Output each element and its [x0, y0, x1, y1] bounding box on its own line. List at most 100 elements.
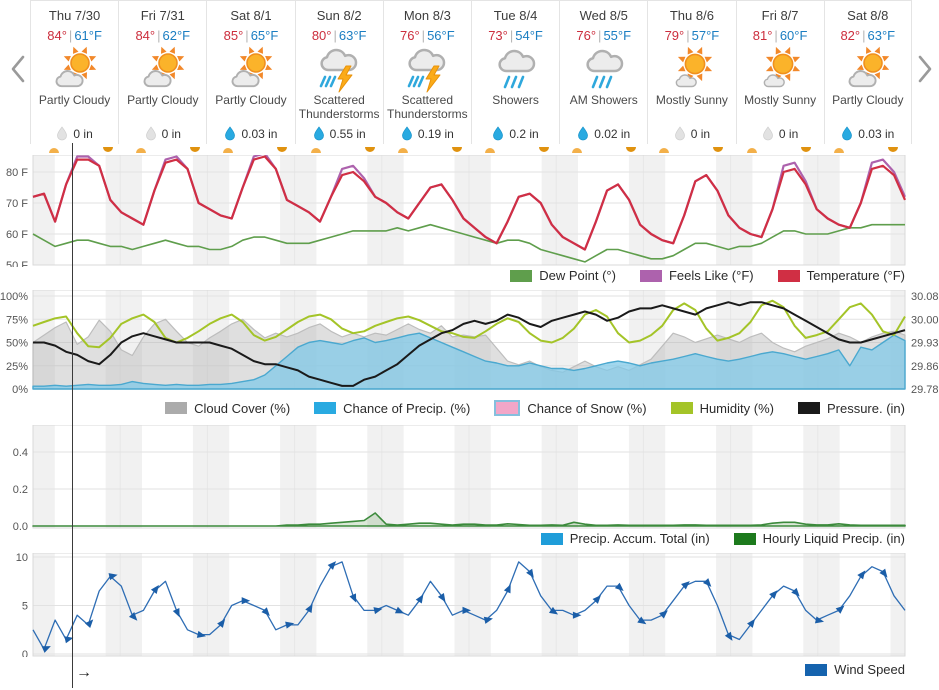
wet-droplet-icon: [225, 126, 236, 141]
wet-droplet-icon: [313, 126, 324, 141]
day-column-fri-7-31[interactable]: Fri 7/31 84° | 62°F Partly Cloudy 0 in: [118, 1, 206, 144]
legend-label: Cloud Cover (%): [194, 400, 291, 416]
night-band: [192, 425, 230, 528]
wind-direction-arrow-icon: [261, 607, 270, 616]
legend-item-dew-point[interactable]: Dew Point (°): [510, 268, 616, 283]
wind-direction-arrow-icon: [503, 584, 511, 594]
day-column-wed-8-5[interactable]: Wed 8/5 76° | 55°F AM Showers 0.02 in: [559, 1, 647, 144]
day-column-thu-8-6[interactable]: Thu 8/6 79° | 57°F Mostly Sunny 0 in: [647, 1, 735, 144]
y-axis-tick: 80 F: [6, 167, 28, 179]
precip-amount: 0 in: [648, 126, 735, 141]
night-band: [716, 553, 753, 656]
legend-label: Precip. Accum. Total (in): [569, 531, 710, 546]
legend-item-humidity[interactable]: Humidity (%): [670, 401, 774, 416]
day-column-sat-8-8[interactable]: Sat 8/8 82° | 63°F Partly Cloudy 0.03 in: [823, 1, 912, 144]
precip-amount: 0.03 in: [207, 126, 294, 141]
high-temp: 76°: [400, 28, 420, 43]
legend-swatch: [777, 269, 800, 282]
y-axis-tick: 75%: [6, 314, 28, 326]
legend-item-pressure-in[interactable]: Pressure. (in): [797, 401, 905, 416]
legend-label: Hourly Liquid Precip. (in): [762, 531, 905, 546]
next-days-button[interactable]: [914, 52, 936, 86]
wind-direction-arrow-icon: [747, 618, 756, 628]
y-axis-tick: 25%: [6, 361, 28, 373]
legend-item-chance-of-snow[interactable]: Chance of Snow (%): [494, 400, 647, 416]
wind-direction-arrow-icon: [526, 568, 534, 578]
legend-item-cloud-cover[interactable]: Cloud Cover (%): [165, 401, 290, 416]
legend-item-feels-like-f[interactable]: Feels Like (°F): [639, 268, 754, 283]
legend-label: Dew Point (°): [539, 268, 616, 283]
precip-amount: 0.2 in: [472, 126, 559, 141]
previous-days-button[interactable]: [6, 52, 28, 86]
legend-item-wind-speed[interactable]: Wind Speed: [805, 662, 905, 677]
wind-direction-arrow-icon: [791, 587, 800, 597]
day-high-low: 73° | 54°F: [488, 28, 543, 43]
series-line: [33, 301, 906, 387]
legend-label: Chance of Snow (%): [527, 400, 647, 416]
legend-item-temperature-f[interactable]: Temperature (°F): [777, 268, 905, 283]
wind-direction-arrow-icon: [373, 607, 383, 615]
y-axis-tick: 70 F: [6, 198, 28, 210]
y-axis-tick: 10: [16, 553, 28, 564]
mostly-sunny-icon: [763, 46, 801, 88]
wind-direction-arrow-icon: [41, 646, 51, 653]
legend-swatch: [510, 269, 533, 282]
day-label: Sat 8/8: [847, 8, 889, 23]
legend-item-hourly-liquid-precip-in[interactable]: Hourly Liquid Precip. (in): [733, 531, 905, 546]
wet-droplet-icon: [578, 126, 589, 141]
cloud-precip-humidity-pressure-chart[interactable]: 100% 75% 50% 25% 0% 30.08 30.00 29.93 29.86 29.78: [0, 290, 939, 398]
precipitation-chart[interactable]: 0.4 0.2 0.0: [0, 425, 939, 530]
day-column-sat-8-1[interactable]: Sat 8/1 85° | 65°F Partly Cloudy 0.03 in: [206, 1, 294, 144]
high-temp: 84°: [135, 28, 156, 43]
low-temp: 56°F: [427, 28, 455, 43]
wind-direction-arrow-icon: [84, 619, 94, 629]
sunset-icon: [800, 147, 811, 152]
pan-right-arrow[interactable]: →: [76, 664, 92, 681]
day-column-tue-8-4[interactable]: Tue 8/4 73° | 54°F Showers 0.2 in: [470, 1, 559, 144]
condition-label: AM Showers: [569, 93, 638, 107]
legend-swatch: [165, 402, 188, 414]
wind-direction-arrow-icon: [592, 595, 601, 604]
night-band: [454, 425, 491, 528]
night-band: [803, 553, 840, 656]
low-temp: 60°F: [779, 28, 808, 43]
temperature-chart[interactable]: 80 F 70 F 60 F 50 F: [0, 155, 939, 267]
precip-amount: 0 in: [119, 126, 206, 141]
precip-amount: 0.19 in: [384, 126, 471, 141]
y-axis-tick: 50 F: [6, 260, 28, 267]
wind-speed-chart[interactable]: 10 5 0: [0, 553, 939, 657]
day-label: Thu 7/30: [48, 8, 101, 23]
weather-icon-wrap: [472, 44, 559, 94]
day-column-fri-8-7[interactable]: Fri 8/7 81° | 60°F Mostly Sunny 0 in: [735, 1, 824, 144]
legend-label: Temperature (°F): [806, 268, 905, 283]
legend-label: Feels Like (°F): [668, 268, 754, 283]
night-band: [367, 425, 404, 528]
day-label: Wed 8/5: [579, 8, 628, 23]
day-column-sun-8-2[interactable]: Sun 8/2 80° | 63°F Scattered Thunderstorms 0.…: [294, 1, 383, 144]
legend-swatch: [540, 532, 563, 545]
day-column-thu-7-30[interactable]: Thu 7/30 84° | 61°F Partly Cloudy 0 in: [30, 1, 118, 144]
day-column-mon-8-3[interactable]: Mon 8/3 76° | 56°F Scattered Thunderstorms 0.…: [382, 1, 471, 144]
night-band: [454, 155, 491, 265]
night-band: [454, 553, 491, 656]
condition-label: Partly Cloudy: [215, 93, 287, 107]
wind-direction-arrow-icon: [327, 561, 337, 570]
legend-item-precip-accum-total-in[interactable]: Precip. Accum. Total (in): [540, 531, 710, 546]
wind-direction-arrow-icon: [659, 610, 668, 619]
temperature-legend: Dew Point (°) Feels Like (°F) Temperature …: [510, 268, 905, 283]
night-band: [890, 155, 905, 265]
dry-droplet-icon: [145, 126, 156, 141]
forecast-day-header: Thu 7/30 84° | 61°F Partly Cloudy 0 in Fri 7/3…: [30, 0, 912, 144]
legend-swatch: [797, 402, 820, 414]
sunrise-icon: [746, 148, 757, 153]
night-band: [280, 425, 317, 528]
night-band: [628, 553, 666, 656]
sunrise-icon: [397, 148, 408, 153]
y2-axis-tick: 29.93: [911, 338, 939, 350]
sunset-icon: [539, 147, 549, 152]
legend-item-chance-of-precip[interactable]: Chance of Precip. (%): [314, 401, 470, 416]
series-line: [32, 155, 907, 251]
wind-direction-arrow-icon: [769, 590, 778, 599]
condition-label: Mostly Sunny: [655, 93, 728, 107]
mostly-sunny-icon: [675, 46, 713, 88]
